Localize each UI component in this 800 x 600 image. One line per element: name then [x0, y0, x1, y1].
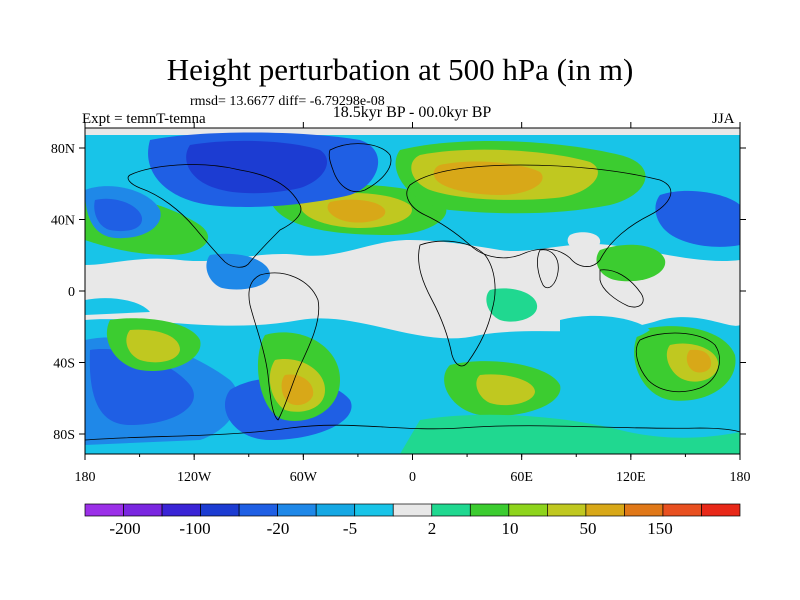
coast-south-america [248, 272, 320, 421]
contour-indian-yellow [476, 374, 535, 406]
colorbar-swatch [547, 503, 587, 517]
coast-antarctica [85, 424, 740, 441]
colorbar-swatch [392, 503, 433, 517]
lon-tick-label: 0 [409, 470, 416, 485]
colorbar-label: 50 [580, 519, 597, 538]
coast-africa [418, 240, 496, 367]
colorbar-swatch [315, 503, 356, 517]
colorbar-label: -5 [343, 519, 357, 538]
contour-tropical-india-green [486, 288, 538, 322]
map-field [85, 128, 740, 454]
season-label: JJA [712, 111, 735, 127]
coastlines [85, 143, 740, 441]
lat-tick-label: 0 [68, 285, 75, 300]
contour-central-pac-cyan [85, 298, 150, 315]
contour-east-asia-green [596, 244, 666, 282]
contour-npac-dark [94, 198, 143, 232]
colorbar-swatch [84, 503, 124, 517]
lon-tick-label: 120E [616, 470, 646, 485]
contour-tropical-cyan [560, 315, 650, 343]
colorbar-swatch [469, 503, 510, 517]
coast-australia [635, 332, 720, 393]
colorbar-label: 2 [428, 519, 437, 538]
lon-tick-label: 180 [75, 470, 96, 485]
contour-asia-cyan-hole [567, 232, 601, 251]
colorbar-label: -100 [179, 519, 210, 538]
colorbar-swatch [200, 503, 240, 517]
coast-europe-asia [406, 164, 672, 267]
colorbar-label: 10 [502, 519, 519, 538]
colorbar-label: -200 [109, 519, 140, 538]
contour-south-atlantic-orange [281, 374, 314, 406]
lat-tick-label: 80N [51, 142, 75, 157]
experiment-label: Expt = temnT-temna [82, 111, 206, 127]
coast-north-america [127, 164, 302, 268]
lat-tick-label: 80S [53, 428, 75, 443]
colorbar-swatch [508, 503, 548, 517]
colorbar [84, 503, 741, 517]
rmsd-diff-stats: rmsd= 13.6677 diff= -6.79298e-08 [190, 94, 385, 109]
colorbar-swatch [354, 503, 394, 517]
colorbar-swatch [585, 503, 625, 517]
colorbar-swatch [662, 503, 702, 517]
lon-tick-label: 60E [510, 470, 533, 485]
longitude-axis: 180 120W 60W 0 60E 120E 180 [75, 122, 751, 485]
contour-north-atlantic-orange [327, 199, 386, 223]
contour-southpac-yellow [126, 329, 180, 363]
contour-eurasia-orange [433, 161, 543, 195]
colorbar-swatch [431, 503, 471, 517]
lon-tick-label: 60W [290, 470, 318, 485]
contour-north-deep-blue [186, 140, 328, 194]
contour-tropical-atl-blue [206, 253, 270, 290]
colorbar-swatch [161, 503, 201, 517]
period-label: 18.5kyr BP - 00.0kyr BP [332, 104, 492, 121]
contour-antarctic-green [400, 414, 740, 454]
colorbar-swatch [277, 503, 317, 517]
plot-title: Height perturbation at 500 hPa (in m) [166, 52, 634, 87]
colorbar-labels: -200 -100 -20 -5 2 10 50 150 [109, 519, 672, 538]
colorbar-swatch [701, 503, 741, 517]
lon-tick-label: 120W [177, 470, 212, 485]
coast-southeast-asia [599, 269, 644, 308]
colorbar-swatch [624, 503, 664, 517]
coast-greenland [328, 143, 392, 192]
colorbar-swatch [123, 503, 163, 517]
lat-tick-label: 40N [51, 214, 75, 229]
colorbar-swatch [238, 503, 278, 517]
contour-nepac-blue [655, 190, 740, 247]
colorbar-label: 150 [647, 519, 673, 538]
contour-aus-orange [686, 349, 712, 373]
lon-tick-label: 180 [730, 470, 751, 485]
lat-tick-label: 40S [53, 357, 75, 372]
latitude-axis: 80N 40N 0 40S 80S [51, 142, 746, 443]
coast-india [537, 249, 559, 289]
colorbar-label: -20 [267, 519, 290, 538]
